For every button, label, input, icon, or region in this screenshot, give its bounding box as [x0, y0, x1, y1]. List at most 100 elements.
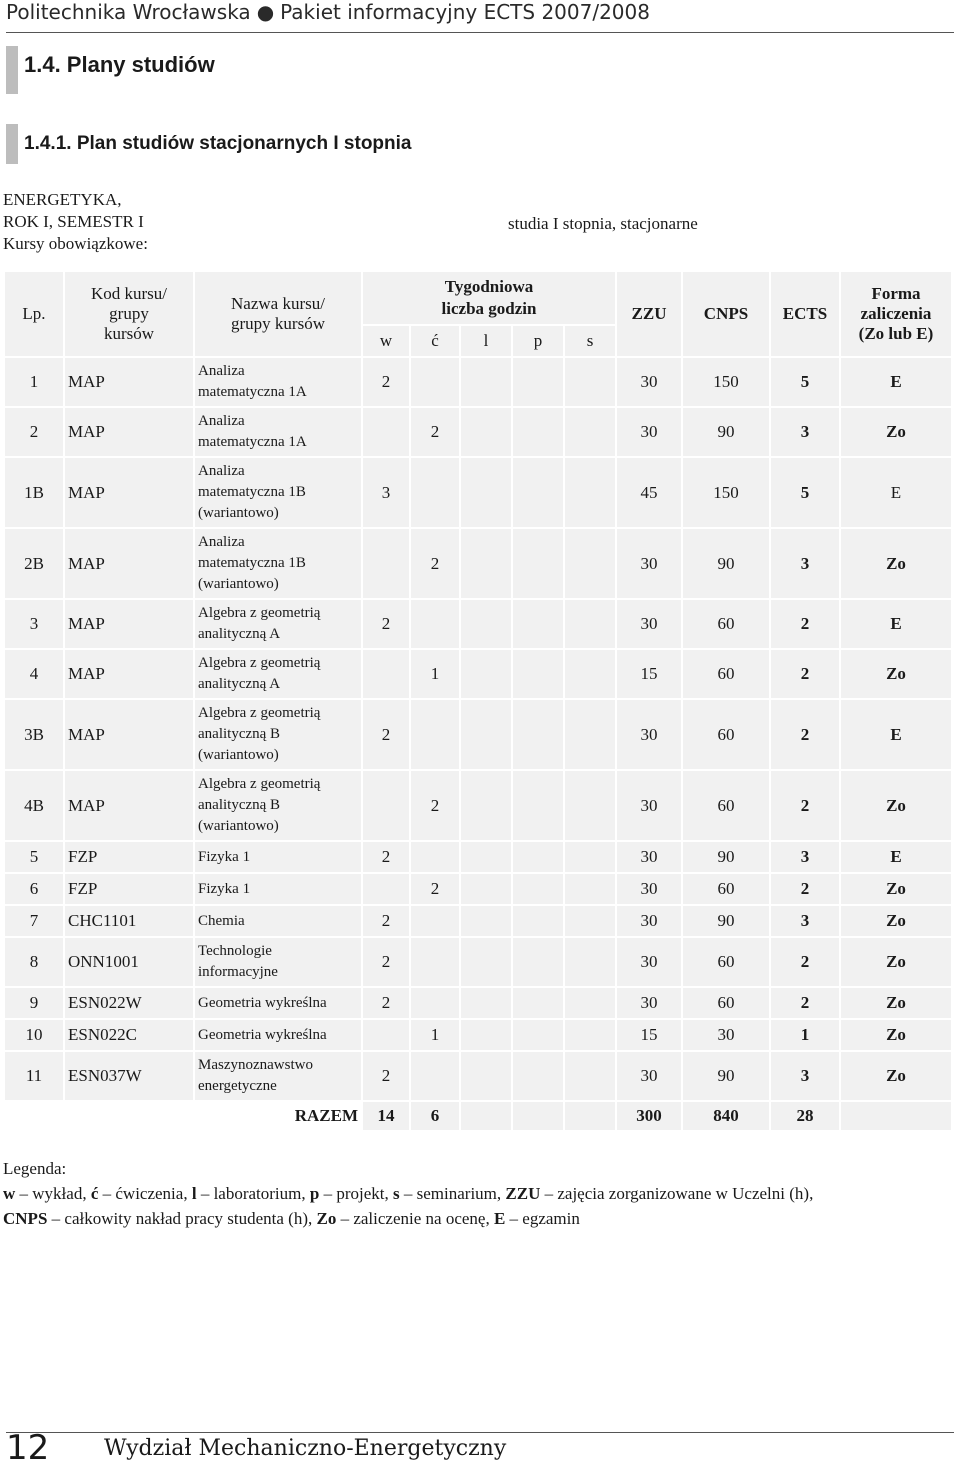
cell-lp: 4: [5, 650, 63, 698]
cell-nazwa: Algebra z geometrią analityczną B (wariant…: [195, 700, 361, 769]
table-row: 8 ONN1001 Technologie informacyjne 2 30 6…: [5, 938, 951, 986]
cell-forma: E: [841, 358, 951, 406]
university-name: Politechnika Wrocławska: [6, 0, 251, 24]
cell-p: [513, 1052, 563, 1100]
cell-ects: 2: [771, 700, 839, 769]
cell-lp: 4B: [5, 771, 63, 840]
total-cnps: 840: [683, 1102, 769, 1130]
cell-s: [565, 988, 615, 1018]
cell-lp: 11: [5, 1052, 63, 1100]
section-heading: 1.4. Plany studiów: [24, 52, 215, 77]
cell-c: 2: [411, 874, 459, 904]
cell-nazwa: Analiza matematyczna 1B (wariantowo): [195, 529, 361, 598]
header-s: s: [565, 326, 615, 356]
cell-forma: Zo: [841, 771, 951, 840]
cell-w: [363, 1020, 409, 1050]
cell-s: [565, 1020, 615, 1050]
cell-l: [461, 650, 511, 698]
cell-cnps: 150: [683, 358, 769, 406]
table-row: 3B MAP Algebra z geometrią analityczną B(…: [5, 700, 951, 769]
cell-kod: MAP: [65, 408, 193, 456]
cell-nazwa: Analiza matematyczna 1A: [195, 408, 361, 456]
cell-forma: Zo: [841, 906, 951, 936]
cell-p: [513, 408, 563, 456]
cell-cnps: 90: [683, 408, 769, 456]
legend-body: w – wykład, ć – ćwiczenia, l – laborator…: [3, 1184, 814, 1228]
cell-l: [461, 874, 511, 904]
cell-ects: 5: [771, 458, 839, 527]
table-row: 5 FZP Fizyka 1 2 30 90 3 E: [5, 842, 951, 872]
cell-nazwa: Algebra z geometrią analityczną A: [195, 600, 361, 648]
cell-kod: ESN022W: [65, 988, 193, 1018]
cell-s: [565, 600, 615, 648]
cell-w: 2: [363, 700, 409, 769]
cell-zzu: 30: [617, 874, 681, 904]
cell-forma: E: [841, 842, 951, 872]
cell-forma: Zo: [841, 874, 951, 904]
cell-l: [461, 358, 511, 406]
cell-cnps: 90: [683, 1052, 769, 1100]
cell-lp: 1B: [5, 458, 63, 527]
cell-p: [513, 650, 563, 698]
package-name: Pakiet informacyjny ECTS 2007/2008: [280, 0, 650, 24]
cell-nazwa: Algebra z geometrią analityczną A: [195, 650, 361, 698]
cell-zzu: 30: [617, 1052, 681, 1100]
cell-nazwa: Analiza matematyczna 1B (wariantowo): [195, 458, 361, 527]
cell-nazwa: Analiza matematyczna 1A: [195, 358, 361, 406]
header-ects: ECTS: [771, 272, 839, 356]
cell-ects: 3: [771, 529, 839, 598]
cell-zzu: 30: [617, 771, 681, 840]
cell-l: [461, 1052, 511, 1100]
cell-p: [513, 700, 563, 769]
cell-forma: Zo: [841, 1020, 951, 1050]
running-header: Politechnika Wrocławska ● Pakiet informacy…: [6, 0, 650, 24]
table-row: 11 ESN037W Maszynoznawstwo energetyczne 2…: [5, 1052, 951, 1100]
cell-kod: ESN037W: [65, 1052, 193, 1100]
cell-nazwa: Chemia: [195, 906, 361, 936]
header-p: p: [513, 326, 563, 356]
cell-lp: 9: [5, 988, 63, 1018]
cell-kod: ONN1001: [65, 938, 193, 986]
cell-cnps: 30: [683, 1020, 769, 1050]
total-c: 6: [411, 1102, 459, 1130]
cell-l: [461, 938, 511, 986]
cell-c: [411, 1052, 459, 1100]
cell-w: 2: [363, 906, 409, 936]
cell-p: [513, 874, 563, 904]
cell-c: [411, 600, 459, 648]
cell-zzu: 30: [617, 906, 681, 936]
cell-zzu: 30: [617, 988, 681, 1018]
cell-nazwa: Technologie informacyjne: [195, 938, 361, 986]
cell-nazwa: Algebra z geometrią analityczną B (wariant…: [195, 771, 361, 840]
table-row: 4B MAP Algebra z geometrią analityczną B(…: [5, 771, 951, 840]
cell-c: 1: [411, 650, 459, 698]
footer-rule: [6, 1432, 954, 1433]
table-row: 1 MAP Analiza matematyczna 1A 2 30 150 5 …: [5, 358, 951, 406]
cell-kod: FZP: [65, 874, 193, 904]
cell-cnps: 60: [683, 938, 769, 986]
cell-w: [363, 874, 409, 904]
cell-ects: 2: [771, 600, 839, 648]
cell-kod: MAP: [65, 650, 193, 698]
cell-l: [461, 988, 511, 1018]
cell-l: [461, 600, 511, 648]
cell-lp: 3: [5, 600, 63, 648]
table-row: 2B MAP Analiza matematyczna 1B (wariantowo…: [5, 529, 951, 598]
cell-forma: E: [841, 700, 951, 769]
cell-ects: 1: [771, 1020, 839, 1050]
total-empty: [513, 1102, 563, 1130]
cell-l: [461, 408, 511, 456]
subsection-heading: 1.4.1. Plan studiów stacjonarnych I stop…: [24, 133, 412, 154]
header-tygodniowa: Tygodniowa liczba godzin: [363, 272, 615, 324]
cell-kod: MAP: [65, 458, 193, 527]
cell-ects: 3: [771, 906, 839, 936]
cell-cnps: 90: [683, 529, 769, 598]
cell-ects: 2: [771, 650, 839, 698]
footer-faculty: Wydział Mechaniczno-Energetyczny: [104, 1436, 507, 1461]
cell-forma: E: [841, 600, 951, 648]
header-lp: Lp.: [5, 272, 63, 356]
header-forma: Forma zaliczenia (Zo lub E): [841, 272, 951, 356]
program-meta: ENERGETYKA, ROK I, SEMESTR I Kursy obowi…: [3, 189, 148, 255]
cell-kod: CHC1101: [65, 906, 193, 936]
cell-nazwa: Geometria wykreślna: [195, 1020, 361, 1050]
